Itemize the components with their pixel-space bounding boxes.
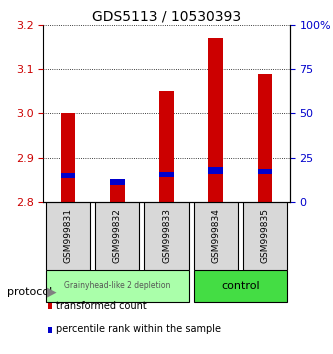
Title: GDS5113 / 10530393: GDS5113 / 10530393 <box>92 10 241 24</box>
Bar <box>258 169 272 175</box>
Bar <box>144 202 189 270</box>
Bar <box>193 202 238 270</box>
Text: protocol: protocol <box>7 287 52 297</box>
Text: transformed count: transformed count <box>56 301 147 310</box>
Text: ▶: ▶ <box>47 286 56 298</box>
Bar <box>110 182 125 202</box>
Bar <box>61 113 75 202</box>
Bar <box>46 270 189 302</box>
Bar <box>159 172 174 177</box>
Bar <box>48 303 52 309</box>
Bar <box>61 173 75 178</box>
Text: GSM999834: GSM999834 <box>211 209 220 263</box>
Text: Grainyhead-like 2 depletion: Grainyhead-like 2 depletion <box>64 281 170 290</box>
Bar <box>208 167 223 175</box>
Bar <box>243 202 287 270</box>
Text: GSM999833: GSM999833 <box>162 208 171 263</box>
Text: GSM999835: GSM999835 <box>260 208 270 263</box>
Bar <box>193 270 287 302</box>
Bar <box>95 202 140 270</box>
Text: percentile rank within the sample: percentile rank within the sample <box>56 324 220 334</box>
Text: control: control <box>221 281 260 291</box>
Text: GSM999831: GSM999831 <box>63 208 73 263</box>
Bar <box>48 327 52 333</box>
Bar <box>208 38 223 202</box>
Bar <box>46 202 90 270</box>
Text: GSM999832: GSM999832 <box>113 209 122 263</box>
Bar <box>159 91 174 202</box>
Bar <box>110 179 125 185</box>
Bar <box>258 74 272 202</box>
